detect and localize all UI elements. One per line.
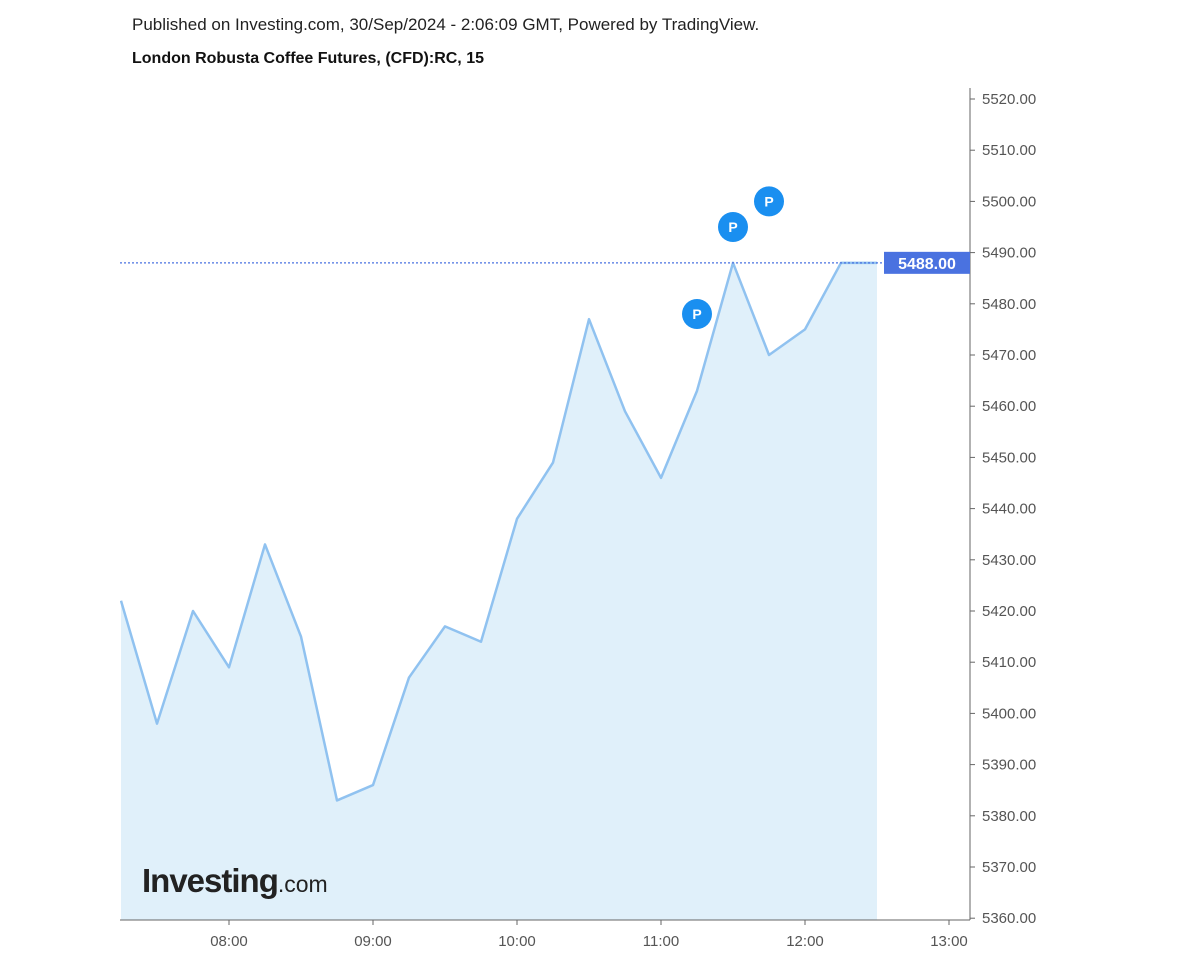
- p-marker-label: P: [728, 219, 737, 235]
- y-tick-label: 5440.00: [982, 501, 1036, 518]
- y-tick-label: 5520.00: [982, 91, 1036, 108]
- logo-suffix: .com: [277, 871, 328, 897]
- last-price-label: 5488.00: [898, 256, 956, 273]
- x-tick-label: 11:00: [643, 933, 679, 950]
- y-tick-label: 5390.00: [982, 757, 1036, 774]
- x-tick-label: 08:00: [210, 933, 248, 950]
- p-marker-label: P: [692, 306, 701, 322]
- p-marker: [754, 186, 784, 217]
- price-line: [120, 261, 877, 802]
- y-tick-label: 5410.00: [982, 654, 1036, 671]
- y-tick-label: 5480.00: [982, 296, 1036, 313]
- y-tick-label: 5430.00: [982, 552, 1036, 569]
- y-tick-label: 5380.00: [982, 808, 1036, 825]
- published-note: Published on Investing.com, 30/Sep/2024 …: [132, 15, 760, 34]
- p-marker: [682, 299, 712, 330]
- chart-title: London Robusta Coffee Futures, (CFD):RC,…: [132, 50, 484, 67]
- y-tick-label: 5400.00: [982, 705, 1036, 722]
- y-tick-label: 5510.00: [982, 142, 1036, 159]
- y-tick-label: 5420.00: [982, 603, 1036, 620]
- x-tick-label: 09:00: [354, 933, 392, 950]
- logo-main: Investing: [142, 862, 279, 899]
- investing-logo: Investing.com: [142, 862, 328, 900]
- x-tick-label: 12:00: [786, 933, 824, 950]
- y-tick-label: 5460.00: [982, 398, 1036, 415]
- p-marker: [718, 212, 748, 242]
- y-tick-label: 5500.00: [982, 193, 1036, 210]
- y-tick-label: 5490.00: [982, 245, 1036, 262]
- y-tick-label: 5470.00: [982, 347, 1036, 364]
- p-marker-label: P: [764, 193, 773, 209]
- x-tick-label: 13:00: [930, 933, 968, 950]
- area-fill: [121, 262, 877, 920]
- x-tick-label: 10:00: [498, 933, 536, 950]
- y-tick-label: 5450.00: [982, 449, 1036, 466]
- last-price-badge: [884, 251, 970, 274]
- y-tick-label: 5370.00: [982, 859, 1036, 876]
- y-tick-label: 5360.00: [982, 910, 1036, 927]
